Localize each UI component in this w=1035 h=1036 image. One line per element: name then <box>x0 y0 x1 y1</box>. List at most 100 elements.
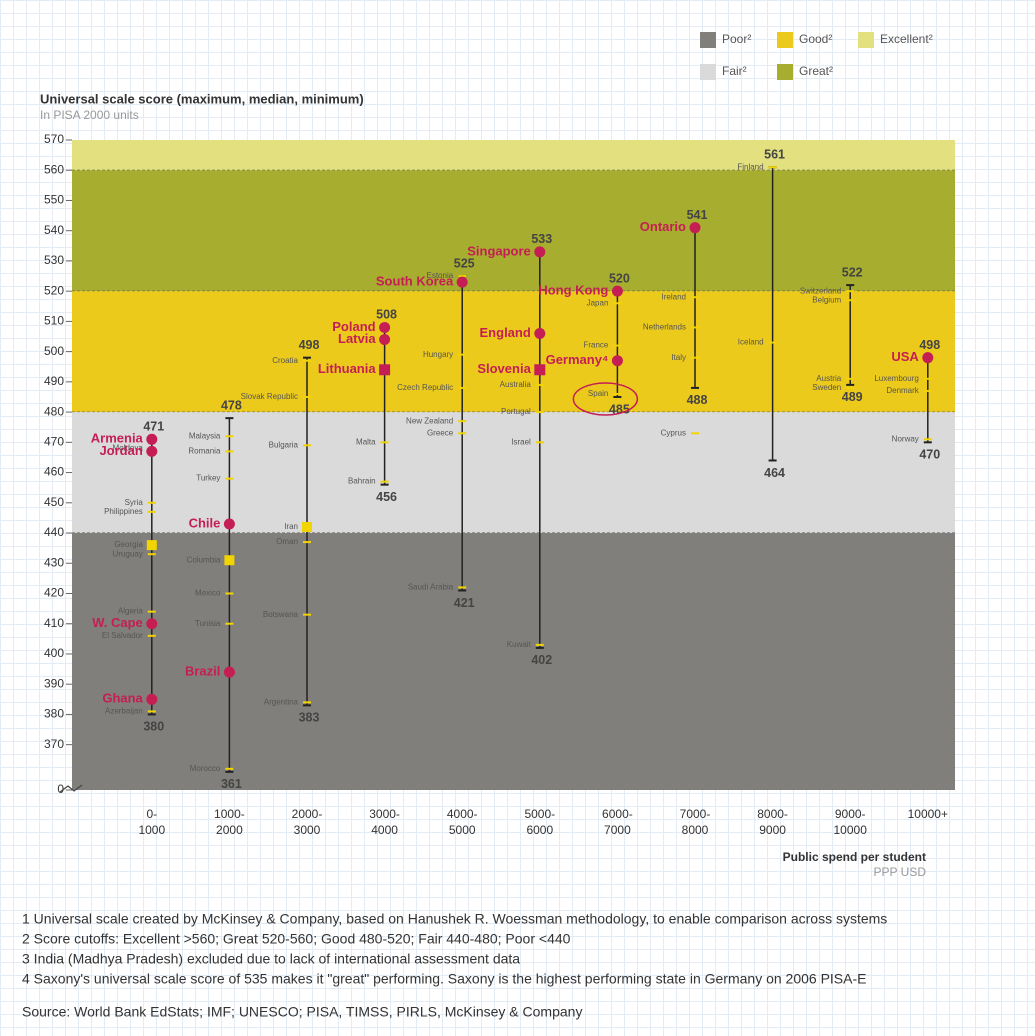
country-label: Croatia <box>272 356 298 365</box>
x-tick-label: 9000- <box>835 807 866 821</box>
country-label: Oman <box>276 537 298 546</box>
country-label: Syria <box>125 498 144 507</box>
country-label: Bulgaria <box>269 440 299 449</box>
country-label: Iran <box>284 522 298 531</box>
max-label: 525 <box>454 256 475 270</box>
x-tick-label: 3000- <box>369 807 400 821</box>
y-tick-label: 390 <box>44 676 64 690</box>
x-tick-label: 6000 <box>526 823 553 837</box>
country-marker <box>534 327 546 339</box>
min-label: 485 <box>609 402 630 416</box>
country-marker <box>146 445 158 457</box>
x-tick-label: 2000- <box>292 807 323 821</box>
country-label: Botswana <box>263 610 299 619</box>
country-label: Czech Republic <box>397 383 453 392</box>
x-tick-label: 4000 <box>371 823 398 837</box>
country-label: Tunisia <box>195 619 221 628</box>
country-label: Germany⁴ <box>546 352 609 367</box>
x-tick-label: 8000 <box>682 823 709 837</box>
y-tick-label: 420 <box>44 586 64 600</box>
x-tick-label: 9000 <box>759 823 786 837</box>
country-label: Azerbaijan <box>105 707 143 716</box>
y-tick-label: 520 <box>44 283 64 297</box>
min-label: 488 <box>687 393 708 407</box>
x-axis-subtitle: PPP USD <box>874 865 927 879</box>
y-tick-label: 400 <box>44 646 64 660</box>
legend-swatch <box>700 32 716 48</box>
x-tick-label: 6000- <box>602 807 633 821</box>
footnote: 2 Score cutoffs: Excellent >560; Great 5… <box>22 931 571 947</box>
footnote: 4 Saxony's universal scale score of 535 … <box>22 971 866 987</box>
country-marker <box>302 521 312 532</box>
country-label: Argentina <box>264 697 299 706</box>
x-tick-label: 10000+ <box>908 807 948 821</box>
y-tick-label: 440 <box>44 525 64 539</box>
y-tick-label: 460 <box>44 465 64 479</box>
country-marker <box>922 352 934 364</box>
country-label: Chile <box>189 515 221 530</box>
legend-label: Good² <box>799 32 832 46</box>
country-marker <box>379 321 391 333</box>
max-label: 520 <box>609 271 630 285</box>
highlight-circle <box>572 382 639 416</box>
country-marker <box>146 433 158 445</box>
y-tick-label: 510 <box>44 314 64 328</box>
y-tick-label: 430 <box>44 555 64 569</box>
country-label: Switzerland <box>800 286 841 295</box>
country-label: Jordan <box>99 443 142 458</box>
y-tick-label: 470 <box>44 434 64 448</box>
y-tick-label: 530 <box>44 253 64 267</box>
score-band <box>72 170 955 292</box>
country-label: Estonia <box>427 271 454 280</box>
x-axis-title: Public spend per student <box>783 850 926 864</box>
country-marker <box>224 555 235 566</box>
country-marker <box>223 518 235 530</box>
country-label: Cyprus <box>661 428 686 437</box>
country-label: South Korea <box>376 274 454 289</box>
country-label: W. Cape <box>92 615 143 630</box>
legend-label: Fair² <box>722 64 747 78</box>
country-label: Belgium <box>812 295 841 304</box>
legend-swatch <box>777 32 793 48</box>
score-band <box>72 412 955 534</box>
chart-subtitle: In PISA 2000 units <box>40 108 139 122</box>
legend-label: Great² <box>799 64 833 78</box>
y-tick-label: 0 <box>57 782 64 796</box>
max-label: 498 <box>919 338 940 352</box>
country-label: Kuwait <box>507 640 532 649</box>
country-label: Italy <box>671 353 686 362</box>
country-label: New Zealand <box>406 416 453 425</box>
max-label: 508 <box>376 308 397 322</box>
country-label: Australia <box>500 380 532 389</box>
x-tick-label: 4000- <box>447 807 478 821</box>
x-tick-label: 8000- <box>757 807 788 821</box>
min-label: 470 <box>919 448 940 462</box>
axis-break <box>59 784 83 793</box>
country-label: Saudi Arabia <box>408 583 454 592</box>
country-marker <box>689 222 701 234</box>
legend-swatch <box>700 64 716 80</box>
country-label: Portugal <box>501 407 531 416</box>
legend-swatch <box>777 64 793 80</box>
country-label: Denmark <box>886 386 919 395</box>
country-label: Georgia <box>114 540 143 549</box>
country-marker <box>534 364 546 376</box>
country-marker <box>379 334 391 346</box>
country-label: El Salvador <box>102 631 143 640</box>
chart-title: Universal scale score (maximum, median, … <box>40 91 364 106</box>
y-tick-label: 410 <box>44 616 64 630</box>
country-label: Uruguay <box>113 549 143 558</box>
legend-swatch <box>858 32 874 48</box>
country-label: USA <box>891 349 919 364</box>
y-tick-label: 560 <box>44 162 64 176</box>
country-marker <box>146 540 157 551</box>
x-tick-label: 5000- <box>524 807 555 821</box>
country-label: England <box>480 325 531 340</box>
min-label: 380 <box>143 720 164 734</box>
x-tick-label: 3000 <box>294 823 321 837</box>
max-label: 561 <box>764 148 785 162</box>
y-tick-label: 480 <box>44 404 64 418</box>
country-marker <box>456 276 468 288</box>
country-label: Mexico <box>195 589 221 598</box>
